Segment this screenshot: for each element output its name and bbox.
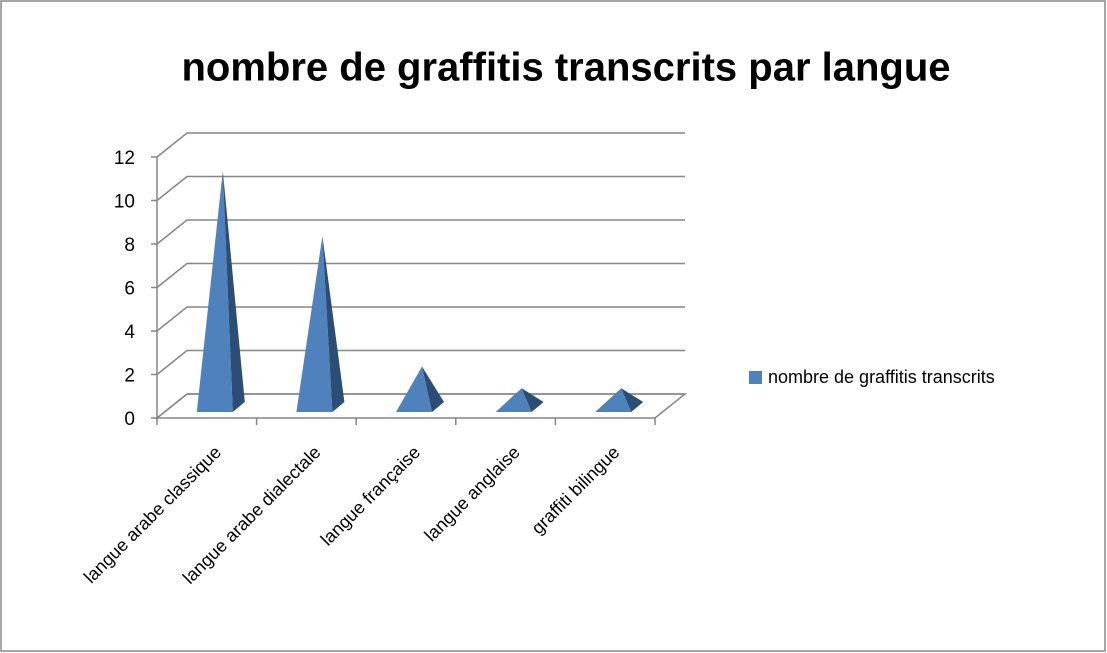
pyramid [296, 236, 345, 412]
grid-line [156, 349, 685, 376]
y-tick-label: 6 [124, 279, 135, 300]
pyramid [396, 366, 444, 412]
pyramid-side [422, 366, 444, 412]
grid-line [156, 132, 685, 158]
y-tick-label: 8 [124, 235, 135, 256]
pyramid [495, 388, 544, 412]
y-tick-label: 4 [124, 322, 135, 343]
pyramid-front [396, 366, 432, 412]
y-tick-label: 2 [124, 366, 135, 387]
y-tick-label: 10 [114, 192, 135, 213]
legend-label: nombre de graffitis transcrits [768, 367, 995, 387]
pyramid-front [495, 388, 532, 412]
pyramid-side [222, 170, 245, 412]
pyramid [196, 170, 245, 412]
pyramid-front [296, 236, 333, 412]
grid-line [156, 175, 685, 202]
y-tick-label: 12 [114, 148, 135, 169]
pyramid-front [595, 388, 632, 412]
y-tick-label: 0 [124, 409, 135, 430]
pyramid-side [521, 388, 544, 412]
legend-swatch [749, 371, 762, 384]
pyramid [595, 388, 644, 412]
pyramid-side [322, 236, 345, 412]
grid-line [156, 262, 685, 289]
grid-line [156, 306, 685, 332]
grid-line [156, 219, 685, 245]
pyramid-front [196, 170, 233, 412]
pyramid-side [621, 388, 644, 412]
chart-title: nombre de graffitis transcrits par langu… [181, 46, 950, 90]
